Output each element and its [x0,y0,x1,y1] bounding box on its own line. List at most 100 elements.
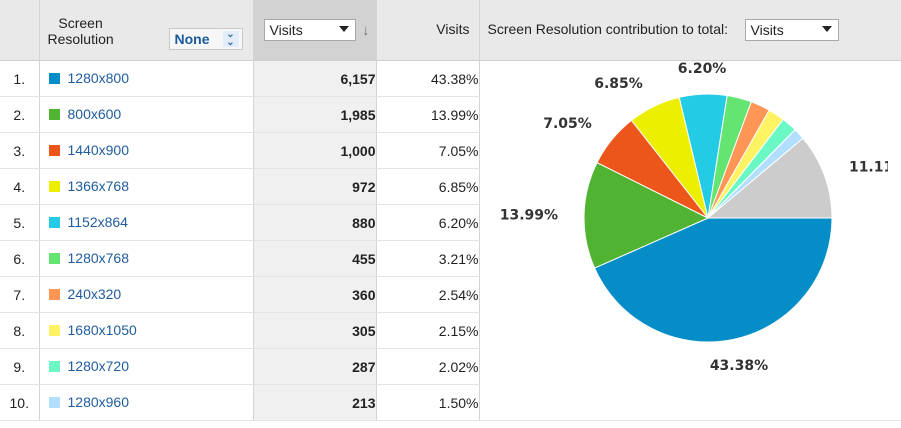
secondary-dimension-button[interactable]: None ⌄ ⌄ [168,28,243,50]
dimension-link[interactable]: 1280x960 [67,394,130,410]
dimension-link[interactable]: 1280x768 [67,250,130,266]
visits-percent: 13.99% [376,96,480,133]
legend-swatch [48,109,60,120]
table-row: 7. 240x320 360 2.54% [0,276,901,313]
pie-slice-Other[interactable] [706,137,833,219]
visits-value: 360 [253,276,377,313]
row-index: 8. [0,312,40,349]
row-index: 9. [0,348,40,385]
table-row: 5. 1152x864 880 6.20% [0,204,901,241]
pie-slice-1280x800[interactable] [593,217,833,343]
table-row: 2. 800x600 1,985 13.99% [0,96,901,133]
dimension-link[interactable]: 1680x1050 [67,322,137,338]
dimension-cell: 1366x768 [39,168,254,205]
dimension-cell: 240x320 [39,276,254,313]
sort-descending-icon[interactable]: ↓ [362,22,370,39]
dimension-link[interactable]: 1280x720 [67,358,130,374]
dimension-cell: 1280x720 [39,348,254,385]
dimension-header: Screen Resolution None ⌄ ⌄ [39,0,254,61]
dimension-cell: 1280x800 [39,60,254,97]
pie-slice-label: 13.99% [500,207,558,223]
table-row: 6. 1280x768 455 3.21% [0,240,901,277]
pie-metric-select[interactable]: Visits [744,19,839,41]
visits-value: 1,985 [253,96,377,133]
row-index: 4. [0,168,40,205]
pie-slice-800x600[interactable] [583,161,710,269]
pie-slice-label: 11.11% [849,160,888,176]
row-index: 3. [0,132,40,169]
dimension-link[interactable]: 1280x800 [67,70,130,86]
metric-select[interactable]: Visits [263,19,356,41]
visits-value: 880 [253,204,377,241]
visits-percent: 6.85% [376,168,480,205]
row-index: 10. [0,384,40,421]
visits-column-label[interactable]: Visits [436,21,470,37]
visits-value: 455 [253,240,377,277]
table-row: 10. 1280x960 213 1.50% [0,384,901,421]
pie-slice-label: 6.85% [594,76,643,92]
pie-chart: 43.38% 13.99% 7.05% 6.85% 6.20% 11.11% [500,61,888,374]
pie-metric-select-value: Visits [750,22,784,38]
row-index: 1. [0,60,40,97]
legend-swatch [48,181,60,192]
dimension-cell: 1280x768 [39,240,254,277]
dimension-link[interactable]: 1152x864 [67,214,128,230]
dimension-cell: 1440x900 [39,132,254,169]
pie-contribution-label: Screen Resolution contribution to total: [487,21,728,37]
visits-percent: 3.21% [376,240,480,277]
row-index: 5. [0,204,40,241]
dimension-link[interactable]: 1440x900 [67,142,130,158]
visits-percent: 2.15% [376,312,480,349]
pie-slice-label: 43.38% [710,358,768,374]
legend-swatch [48,145,60,156]
row-index: 7. [0,276,40,313]
dimension-link[interactable]: 800x600 [67,106,122,122]
legend-swatch [48,253,60,264]
table-row: 4. 1366x768 972 6.85% [0,168,901,205]
visits-value: 972 [253,168,377,205]
dimension-cell: 800x600 [39,96,254,133]
dropdown-arrow-icon [338,26,349,32]
table-row: 9. 1280x720 287 2.02% [0,348,901,385]
secondary-dimension-label: None [174,31,210,47]
dimension-cell: 1680x1050 [39,312,254,349]
visits-value: 287 [253,348,377,385]
row-index: 6. [0,240,40,277]
metric-header: Visits ↓ [253,0,377,61]
pie-header: Screen Resolution contribution to total:… [479,0,901,61]
legend-swatch [48,325,60,336]
pie-slice-label: 6.20% [678,61,727,77]
visits-value: 1,000 [253,132,377,169]
legend-swatch [48,73,60,84]
legend-swatch [48,289,60,300]
index-header [0,0,40,61]
metric-select-value: Visits [269,22,303,38]
dimension-title[interactable]: Screen Resolution [47,15,114,47]
visits-percent: 7.05% [376,132,480,169]
table-row: 8. 1680x1050 305 2.15% [0,312,901,349]
table-row: 3. 1440x900 1,000 7.05% [0,132,901,169]
visits-percent: 1.50% [376,384,480,421]
visits-value: 213 [253,384,377,421]
visits-percent-header: Visits [376,0,480,61]
visits-percent: 2.02% [376,348,480,385]
table-header: Screen Resolution None ⌄ ⌄ Visits ↓ Visit… [0,0,901,61]
row-index: 2. [0,96,40,133]
visits-percent: 43.38% [376,60,480,97]
dimension-cell: 1280x960 [39,384,254,421]
legend-swatch [48,361,60,372]
visits-value: 6,157 [253,60,377,97]
dimension-cell: 1152x864 [39,204,254,241]
dimension-link[interactable]: 240x320 [67,286,122,302]
pie-slice-label: 7.05% [543,116,592,132]
visits-value: 305 [253,312,377,349]
legend-swatch [48,397,60,408]
dimension-link[interactable]: 1366x768 [67,178,130,194]
chevron-double-down-icon: ⌄ ⌄ [222,30,239,48]
visits-percent: 6.20% [376,204,480,241]
dropdown-arrow-icon [821,26,832,32]
visits-percent: 2.54% [376,276,480,313]
legend-swatch [48,217,60,228]
